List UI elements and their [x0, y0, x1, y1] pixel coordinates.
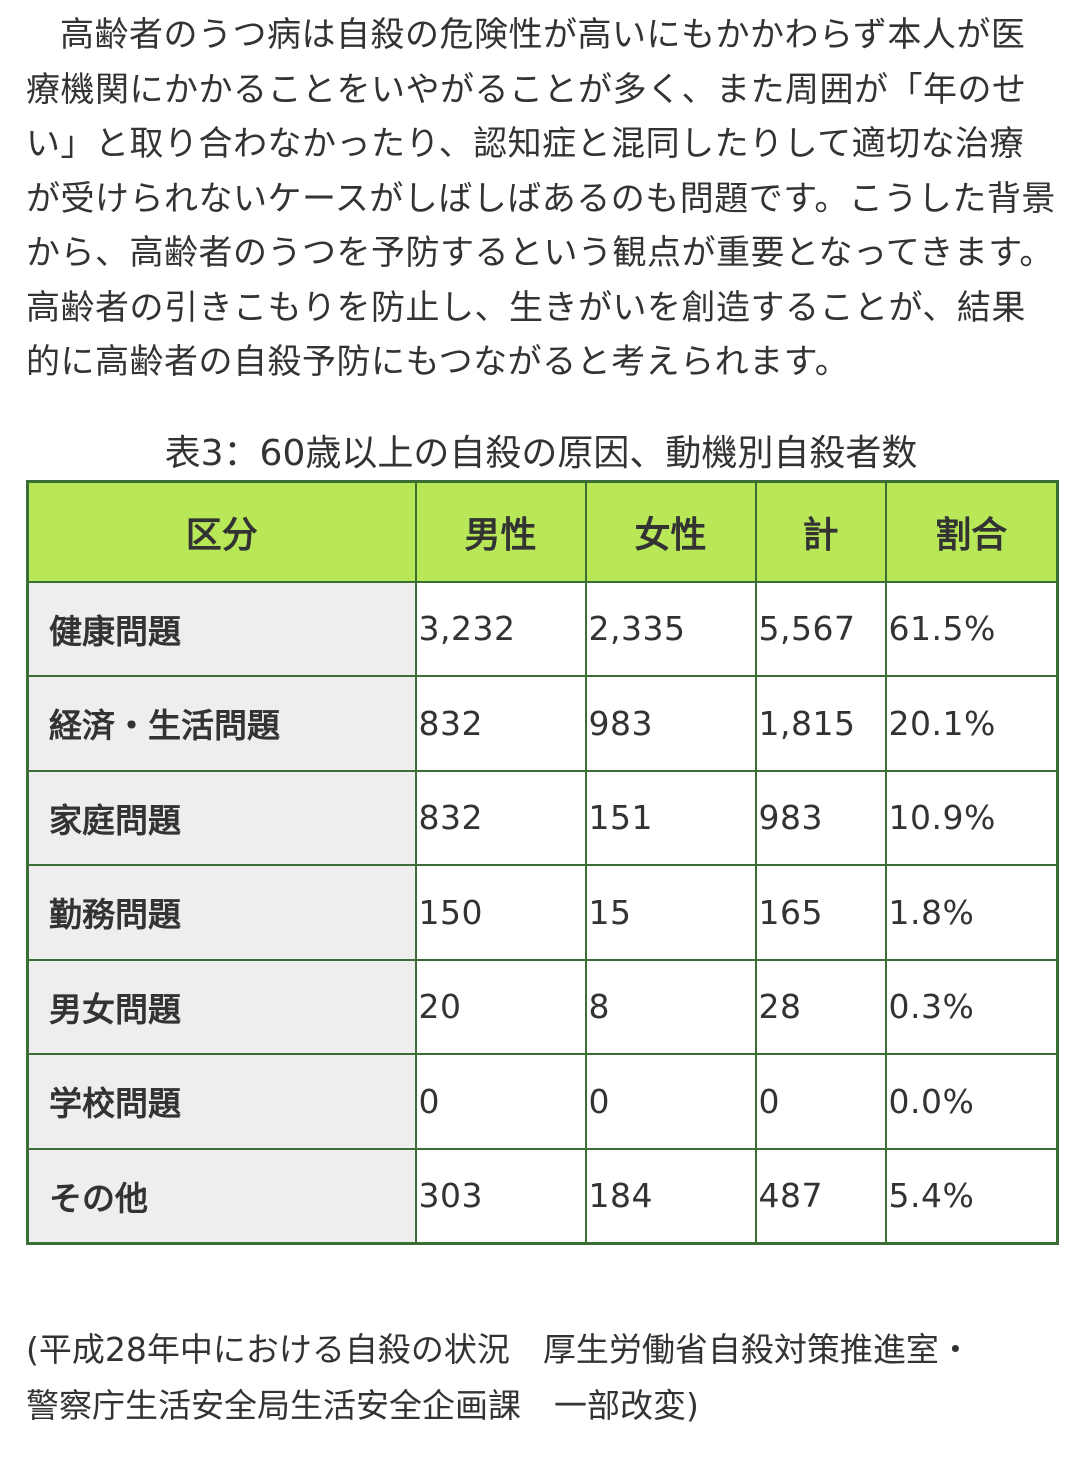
table-row: 経済・生活問題 832 983 1,815 20.1% — [26, 675, 1059, 772]
cell-male: 832 — [414, 769, 587, 866]
table-row: 勤務問題 150 15 165 1.8% — [26, 864, 1059, 961]
row-category: 勤務問題 — [26, 864, 417, 961]
table-caption: 表3：60歳以上の自殺の原因、動機別自殺者数 — [164, 433, 918, 474]
column-header-category: 区分 — [26, 480, 417, 583]
cell-total: 1,815 — [754, 675, 887, 772]
source-citation: (平成28年中における自殺の状況 厚生労働省自殺対策推進室・ 警察庁生活安全局生… — [26, 1322, 1056, 1434]
row-category: 家庭問題 — [26, 769, 417, 866]
cell-ratio: 0.0% — [884, 1053, 1059, 1150]
cell-total: 487 — [754, 1147, 887, 1244]
cell-male: 0 — [414, 1053, 587, 1150]
cell-ratio: 10.9% — [884, 769, 1059, 866]
table-row: その他 303 184 487 5.4% — [26, 1147, 1059, 1244]
cell-male: 832 — [414, 675, 587, 772]
row-category: その他 — [26, 1147, 417, 1244]
row-category: 男女問題 — [26, 958, 417, 1055]
row-category: 健康問題 — [26, 580, 417, 677]
cell-total: 5,567 — [754, 580, 887, 677]
cell-female: 2,335 — [584, 580, 757, 677]
column-header-male: 男性 — [414, 480, 587, 583]
column-header-total: 計 — [754, 480, 887, 583]
cell-male: 3,232 — [414, 580, 587, 677]
column-header-female: 女性 — [584, 480, 757, 583]
cell-male: 303 — [414, 1147, 587, 1244]
cell-male: 150 — [414, 864, 587, 961]
row-category: 経済・生活問題 — [26, 675, 417, 772]
intro-paragraph: 高齢者のうつ病は自殺の危険性が高いにもかかわらず本人が医療機関にかかることをいや… — [26, 15, 1056, 382]
cell-ratio: 5.4% — [884, 1147, 1059, 1244]
cell-female: 184 — [584, 1147, 757, 1244]
cell-female: 15 — [584, 864, 757, 961]
column-header-ratio: 割合 — [884, 480, 1059, 583]
table-row: 学校問題 0 0 0 0.0% — [26, 1053, 1059, 1150]
cell-female: 983 — [584, 675, 757, 772]
cell-ratio: 0.3% — [884, 958, 1059, 1055]
cell-ratio: 1.8% — [884, 864, 1059, 961]
cell-total: 0 — [754, 1053, 887, 1150]
table-row: 健康問題 3,232 2,335 5,567 61.5% — [26, 580, 1059, 677]
source-line-2: 警察庁生活安全局生活安全企画課 一部改変) — [26, 1386, 699, 1425]
source-line-1: (平成28年中における自殺の状況 厚生労働省自殺対策推進室・ — [26, 1330, 972, 1369]
table-row: 家庭問題 832 151 983 10.9% — [26, 769, 1059, 866]
cell-ratio: 61.5% — [884, 580, 1059, 677]
row-category: 学校問題 — [26, 1053, 417, 1150]
cell-female: 151 — [584, 769, 757, 866]
cell-total: 983 — [754, 769, 887, 866]
table-header-row: 区分 男性 女性 計 割合 — [26, 480, 1059, 583]
table-row: 男女問題 20 8 28 0.3% — [26, 958, 1059, 1055]
cell-female: 8 — [584, 958, 757, 1055]
cell-total: 28 — [754, 958, 887, 1055]
cell-ratio: 20.1% — [884, 675, 1059, 772]
suicide-cause-table: 区分 男性 女性 計 割合 健康問題 3,232 2,335 5,567 61.… — [26, 480, 1059, 1245]
cell-female: 0 — [584, 1053, 757, 1150]
cell-male: 20 — [414, 958, 587, 1055]
cell-total: 165 — [754, 864, 887, 961]
